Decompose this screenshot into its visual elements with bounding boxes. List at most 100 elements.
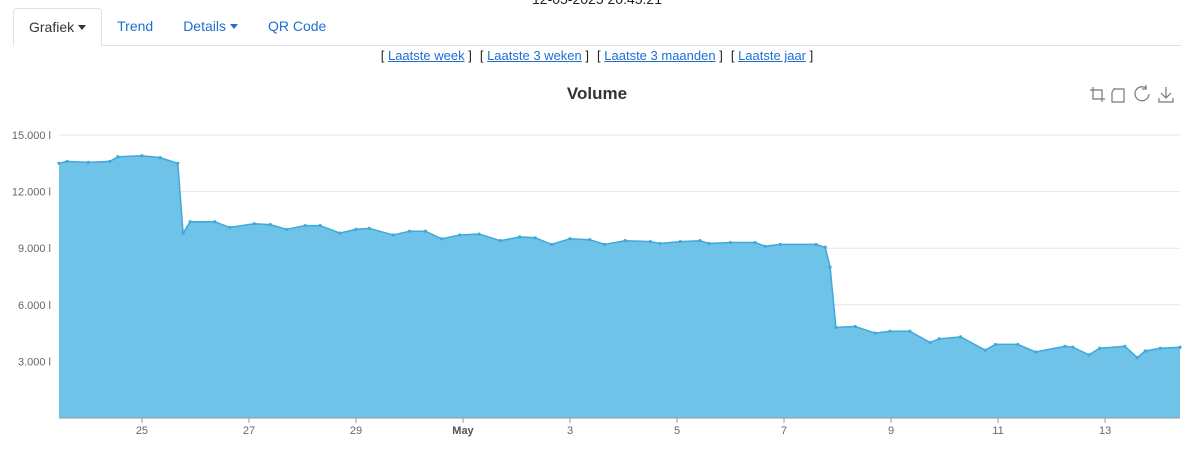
data-point	[937, 337, 941, 341]
link-group: [ Laatste week ]	[381, 48, 472, 63]
data-point	[698, 239, 702, 243]
data-point	[888, 329, 892, 333]
data-point	[57, 161, 61, 165]
chart-title: Volume	[567, 84, 627, 103]
x-tick-label: 11	[992, 425, 1003, 437]
data-point	[116, 155, 120, 159]
data-point	[228, 225, 232, 230]
bracket: [	[730, 48, 735, 63]
data-point	[140, 154, 144, 158]
data-point	[873, 331, 877, 335]
data-point	[498, 239, 503, 243]
data-point	[928, 340, 932, 345]
tab[interactable]: QR Code	[253, 8, 341, 45]
x-tick-label: 13	[1099, 425, 1111, 437]
data-point	[1033, 350, 1038, 354]
tab[interactable]: Grafiek	[13, 8, 103, 46]
data-point	[439, 237, 444, 241]
tab-label: Grafiek	[29, 19, 75, 35]
data-point	[1143, 349, 1147, 353]
zoom-icon[interactable]	[1090, 87, 1105, 102]
bracket: ]	[809, 48, 814, 63]
caret-icon	[78, 25, 87, 30]
data-point	[678, 239, 682, 244]
data-point	[828, 265, 832, 269]
data-point	[65, 159, 69, 164]
x-tick-label: 5	[674, 425, 680, 437]
range-link[interactable]: Laatste jaar	[738, 48, 807, 63]
data-point	[188, 220, 192, 224]
tab-label: QR Code	[267, 18, 327, 34]
data-point	[354, 227, 358, 231]
data-point	[1087, 353, 1091, 357]
link-group: [ Laatste jaar ]	[731, 48, 813, 63]
data-point	[778, 242, 782, 247]
data-point	[1178, 345, 1182, 349]
bracket: ]	[585, 48, 590, 63]
save-icon[interactable]	[1158, 87, 1174, 103]
timestamp: 12-05-2025 20:45:21	[0, 0, 1194, 7]
data-point	[588, 238, 592, 242]
range-link[interactable]: Laatste week	[387, 48, 465, 63]
x-tick-label: 3	[567, 425, 573, 437]
tab-label: Trend	[117, 18, 154, 34]
bracket: [	[380, 48, 385, 63]
data-point	[1123, 344, 1127, 348]
bracket: [	[479, 48, 484, 63]
data-point	[823, 245, 827, 249]
x-tick-label: 29	[350, 425, 362, 437]
data-point	[407, 229, 412, 233]
data-point	[533, 236, 537, 240]
data-point	[753, 240, 757, 245]
data-point	[763, 244, 767, 248]
data-point	[284, 227, 289, 231]
x-tick-label: 7	[781, 425, 787, 437]
bracket: [	[597, 48, 601, 63]
data-point	[423, 229, 428, 233]
x-tick-label: 9	[888, 425, 894, 437]
x-tick-label: May	[452, 425, 474, 437]
data-point	[303, 223, 307, 228]
zoom-reset-icon[interactable]	[1111, 87, 1125, 103]
data-point	[1071, 345, 1075, 349]
x-tick-label: 25	[136, 425, 148, 437]
data-point	[268, 223, 272, 227]
data-point	[568, 237, 572, 241]
range-link[interactable]: Laatste 3 maanden	[604, 48, 716, 63]
data-point	[367, 226, 371, 230]
data-point	[959, 335, 963, 339]
area	[59, 155, 1180, 419]
caret-icon	[229, 24, 238, 29]
data-point	[648, 239, 652, 244]
data-point	[623, 239, 627, 243]
data-point	[176, 161, 180, 165]
y-tick-label: 12.000 l	[12, 187, 51, 199]
data-point	[108, 159, 112, 164]
data-point	[318, 223, 322, 228]
chart: Volume 3.000 l 6.000 l 9.000 l 12.000 l 15.00…	[12, 84, 1182, 437]
tab[interactable]: Details	[168, 8, 253, 45]
link-group: [ Laatste 3 weken ]	[480, 48, 589, 63]
link-group: [ Laatste 3 maanden ]	[597, 48, 723, 63]
data-point	[707, 241, 711, 246]
toolbox	[1090, 85, 1174, 103]
bracket: ]	[719, 48, 723, 63]
data-point	[458, 233, 462, 237]
data-point	[252, 222, 256, 226]
data-point	[338, 231, 342, 235]
data-point	[983, 348, 987, 352]
range-link[interactable]: Laatste 3 weken	[487, 48, 582, 63]
data-point	[853, 324, 857, 329]
y-tick-label: 9.000 l	[18, 243, 51, 255]
range-links: [ Laatste week ][ Laatste 3 weken ][ Laa…	[0, 48, 1194, 63]
data-point	[477, 232, 481, 236]
data-point	[391, 233, 396, 237]
y-tick-label: 6.000 l	[18, 300, 51, 312]
restore-icon[interactable]	[1134, 85, 1150, 102]
data-point	[181, 231, 185, 235]
tab[interactable]: Trend	[102, 8, 168, 45]
data-point	[550, 242, 554, 247]
bracket: ]	[468, 48, 472, 63]
data-point	[658, 241, 662, 246]
